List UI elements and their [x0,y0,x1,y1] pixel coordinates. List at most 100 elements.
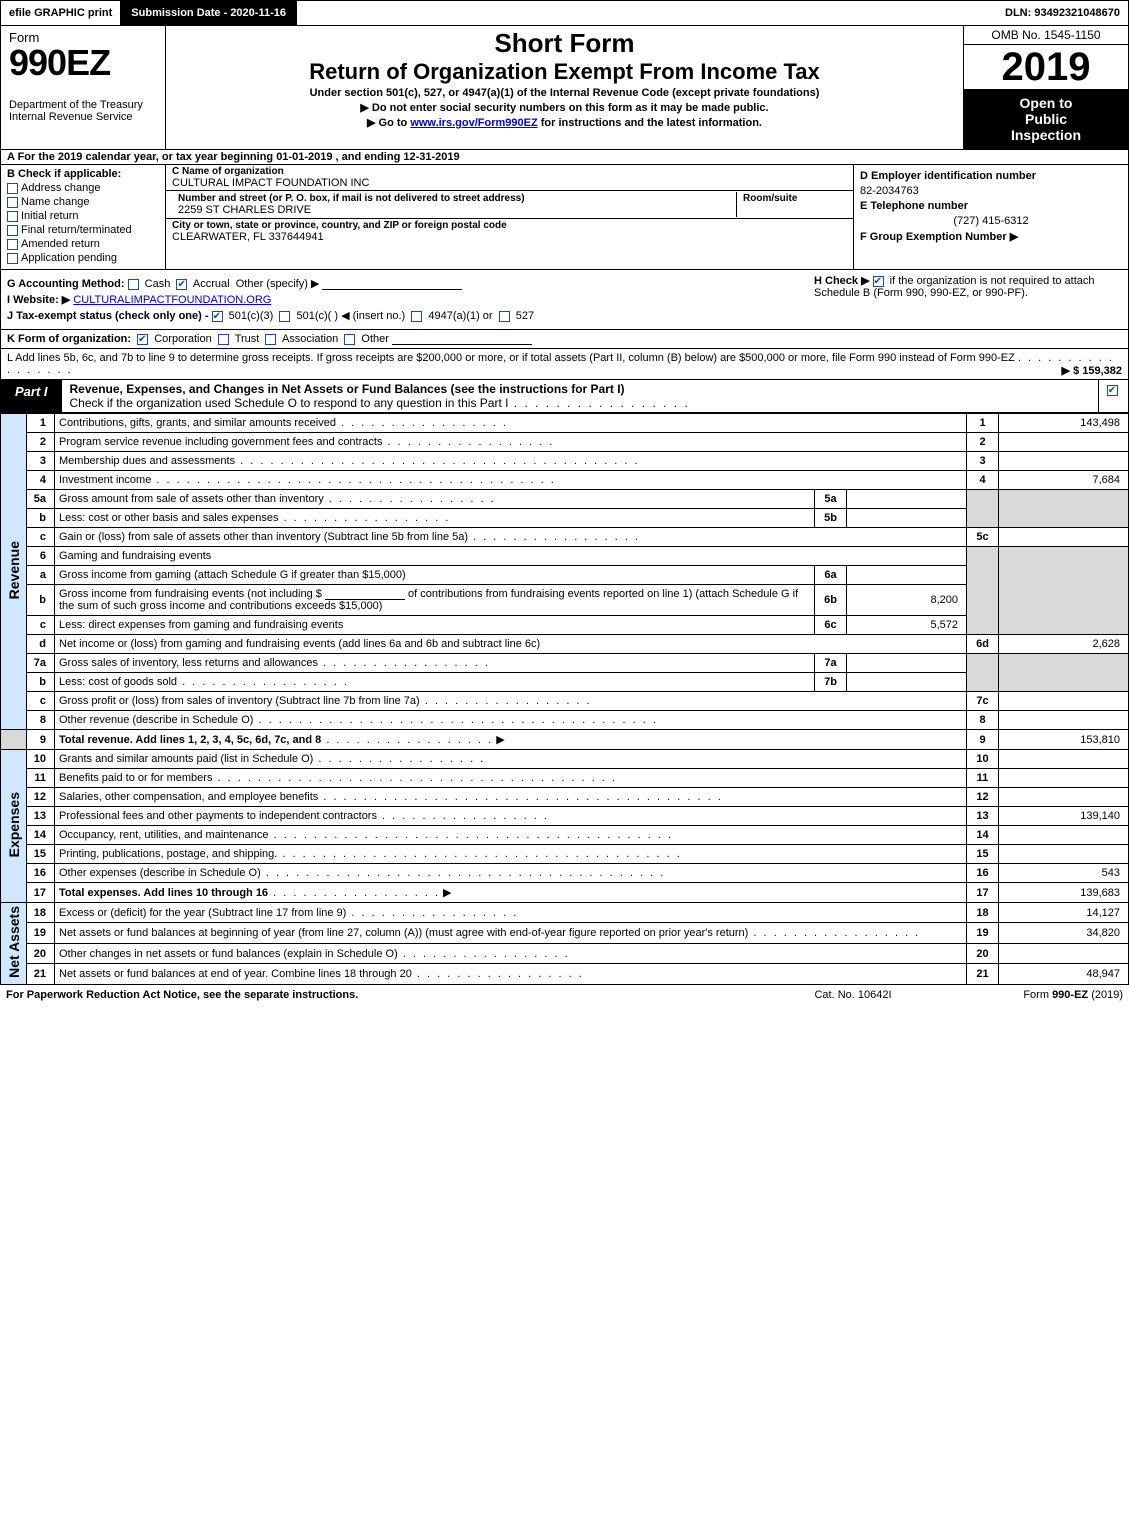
table-row: Revenue 1Contributions, gifts, grants, a… [1,414,1129,433]
chk-other-org[interactable] [344,334,355,345]
table-row: 9Total revenue. Add lines 1, 2, 3, 4, 5c… [1,730,1129,750]
form-number: 990EZ [9,45,157,81]
org-name-cell: C Name of organization CULTURAL IMPACT F… [166,165,853,191]
chk-4947[interactable] [411,311,422,322]
table-row: 2Program service revenue including gover… [1,433,1129,452]
val-6c: 5,572 [847,616,967,635]
table-row: aGross income from gaming (attach Schedu… [1,566,1129,585]
irs-label: Internal Revenue Service [9,111,157,123]
table-row: 14Occupancy, rent, utilities, and mainte… [1,826,1129,845]
sidebar-net-assets: Net Assets [1,903,27,985]
b-label: B Check if applicable: [7,168,159,180]
f-label: F Group Exemption Number ▶ [860,231,1018,243]
chk-initial-return[interactable]: Initial return [7,210,159,222]
table-row: 21Net assets or fund balances at end of … [1,964,1129,985]
part1-header: Part I Revenue, Expenses, and Changes in… [0,380,1129,413]
table-row: 16Other expenses (describe in Schedule O… [1,864,1129,883]
part1-title: Revenue, Expenses, and Changes in Net As… [62,380,1098,412]
chk-app-pending[interactable]: Application pending [7,252,159,264]
subtitle-under: Under section 501(c), 527, or 4947(a)(1)… [172,87,957,99]
org-street: 2259 ST CHARLES DRIVE [178,204,730,216]
table-row: 5aGross amount from sale of assets other… [1,490,1129,509]
col-def: D Employer identification number 82-2034… [853,165,1128,269]
cat-no: Cat. No. 10642I [763,989,943,1001]
chk-corp[interactable] [137,334,148,345]
irs-link[interactable]: www.irs.gov/Form990EZ [410,117,537,129]
table-row: cGross profit or (loss) from sales of in… [1,692,1129,711]
chk-amended[interactable]: Amended return [7,238,159,250]
chk-name-change[interactable]: Name change [7,196,159,208]
other-specify[interactable] [322,289,462,290]
part1-chk[interactable] [1098,380,1128,412]
org-city: CLEARWATER, FL 337644941 [172,231,847,243]
page-footer: For Paperwork Reduction Act Notice, see … [0,985,1129,1003]
row-k: K Form of organization: Corporation Trus… [0,330,1129,349]
paperwork-notice: For Paperwork Reduction Act Notice, see … [6,989,763,1001]
amt-9: 153,810 [999,730,1129,750]
chk-address-change[interactable]: Address change [7,182,159,194]
h-right: H Check ▶ if the organization is not req… [808,270,1128,329]
table-row: 20Other changes in net assets or fund ba… [1,943,1129,963]
city-cell: City or town, state or province, country… [166,219,853,244]
e-label: E Telephone number [860,200,968,212]
amt-17: 139,683 [999,883,1129,903]
chk-501c3[interactable] [212,311,223,322]
table-row: bLess: cost or other basis and sales exp… [1,509,1129,528]
top-bar: efile GRAPHIC print Submission Date - 20… [0,0,1129,26]
j-line: J Tax-exempt status (check only one) - 5… [7,309,802,322]
form-footer: Form 990-EZ (2019) [943,989,1123,1001]
table-row: 8Other revenue (describe in Schedule O) … [1,711,1129,730]
tax-year: 2019 [964,45,1128,89]
table-row: 4Investment income 47,684 [1,471,1129,490]
amt-4: 7,684 [999,471,1129,490]
amt-1: 143,498 [999,414,1129,433]
table-row: cGain or (loss) from sale of assets othe… [1,528,1129,547]
goto-line: ▶ Go to www.irs.gov/Form990EZ for instru… [172,116,957,129]
amt-18: 14,127 [999,903,1129,923]
efile-label: efile GRAPHIC print [1,2,120,24]
part1-tag: Part I [1,380,62,412]
omb-number: OMB No. 1545-1150 [964,26,1128,45]
gross-receipts: ▶ $ 159,382 [1062,364,1122,377]
phone: (727) 415-6312 [860,215,1122,227]
table-row: Net Assets 18Excess or (deficit) for the… [1,903,1129,923]
form-header: Form 990EZ Department of the Treasury In… [0,26,1129,150]
website-link[interactable]: CULTURALIMPACTFOUNDATION.ORG [73,294,271,306]
amt-21: 48,947 [999,964,1129,985]
table-row: 6Gaming and fundraising events [1,547,1129,566]
chk-trust[interactable] [218,334,229,345]
g-line: G Accounting Method: Cash Accrual Other … [7,277,802,290]
chk-527[interactable] [499,311,510,322]
sidebar-expenses: Expenses [1,750,27,903]
other-org-input[interactable] [392,344,532,345]
header-right: OMB No. 1545-1150 2019 Open to Public In… [963,26,1128,149]
d-label: D Employer identification number [860,170,1036,182]
table-row: 11Benefits paid to or for members 11 [1,769,1129,788]
table-row: 7aGross sales of inventory, less returns… [1,654,1129,673]
org-name: CULTURAL IMPACT FOUNDATION INC [172,177,847,189]
amt-6d: 2,628 [999,635,1129,654]
open-inspection: Open to Public Inspection [964,89,1128,149]
val-6b: 8,200 [847,585,967,616]
chk-501c[interactable] [279,311,290,322]
table-row: 12Salaries, other compensation, and empl… [1,788,1129,807]
amt-13: 139,140 [999,807,1129,826]
dln: DLN: 93492321048670 [997,2,1128,24]
row-l: L Add lines 5b, 6c, and 7b to line 9 to … [0,349,1129,380]
col-c-org: C Name of organization CULTURAL IMPACT F… [166,165,853,269]
row-a-tax-year: A For the 2019 calendar year, or tax yea… [0,150,1129,165]
chk-no-sched-b[interactable] [873,276,884,287]
i-line: I Website: ▶ CULTURALIMPACTFOUNDATION.OR… [7,293,802,306]
sidebar-revenue: Revenue [1,414,27,730]
ssn-warning: ▶ Do not enter social security numbers o… [172,101,957,114]
chk-cash[interactable] [128,279,139,290]
form-id-block: Form 990EZ Department of the Treasury In… [1,26,166,149]
ein: 82-2034763 [860,185,1122,197]
gij-left: G Accounting Method: Cash Accrual Other … [1,270,808,329]
table-row: cLess: direct expenses from gaming and f… [1,616,1129,635]
title-short: Short Form [172,28,957,59]
chk-assoc[interactable] [265,334,276,345]
addr-row: Number and street (or P. O. box, if mail… [166,191,853,219]
chk-accrual[interactable] [176,279,187,290]
chk-final-return[interactable]: Final return/terminated [7,224,159,236]
